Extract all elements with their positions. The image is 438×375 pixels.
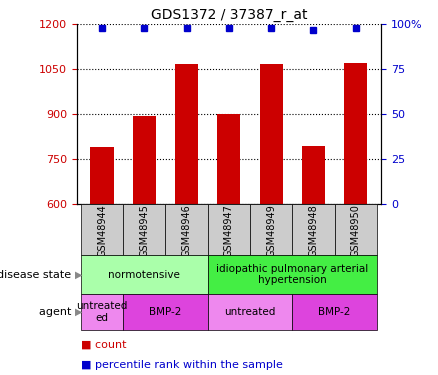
Text: normotensive: normotensive: [108, 270, 180, 280]
Bar: [123, 294, 208, 330]
Bar: [175, 64, 198, 204]
Title: GDS1372 / 37387_r_at: GDS1372 / 37387_r_at: [151, 8, 307, 22]
Text: ■ count: ■ count: [81, 339, 127, 350]
Text: ▶: ▶: [75, 270, 82, 280]
Bar: [81, 204, 123, 255]
Bar: [344, 63, 367, 204]
Bar: [90, 147, 113, 204]
Bar: [302, 146, 325, 204]
Text: ▶: ▶: [75, 307, 82, 317]
Text: GSM48950: GSM48950: [351, 204, 360, 257]
Text: untreated
ed: untreated ed: [76, 302, 128, 323]
Text: GSM48947: GSM48947: [224, 204, 234, 257]
Text: GSM48944: GSM48944: [97, 204, 107, 257]
Bar: [259, 64, 283, 204]
Text: untreated: untreated: [224, 307, 276, 317]
Bar: [208, 204, 250, 255]
Text: BMP-2: BMP-2: [149, 307, 182, 317]
Text: GSM48946: GSM48946: [182, 204, 191, 257]
Bar: [166, 204, 208, 255]
Bar: [81, 255, 208, 294]
Bar: [123, 204, 166, 255]
Text: ■ percentile rank within the sample: ■ percentile rank within the sample: [81, 360, 283, 370]
Text: agent: agent: [39, 307, 74, 317]
Text: disease state: disease state: [0, 270, 74, 280]
Bar: [250, 204, 292, 255]
Bar: [133, 116, 156, 204]
Text: BMP-2: BMP-2: [318, 307, 351, 317]
Text: GSM48949: GSM48949: [266, 204, 276, 257]
Text: idiopathic pulmonary arterial
hypertension: idiopathic pulmonary arterial hypertensi…: [216, 264, 368, 285]
Bar: [81, 294, 123, 330]
Bar: [335, 204, 377, 255]
Bar: [292, 204, 335, 255]
Text: GSM48948: GSM48948: [308, 204, 318, 257]
Bar: [292, 294, 377, 330]
Text: GSM48945: GSM48945: [139, 204, 149, 257]
Bar: [217, 114, 240, 204]
Bar: [208, 255, 377, 294]
Bar: [208, 294, 292, 330]
